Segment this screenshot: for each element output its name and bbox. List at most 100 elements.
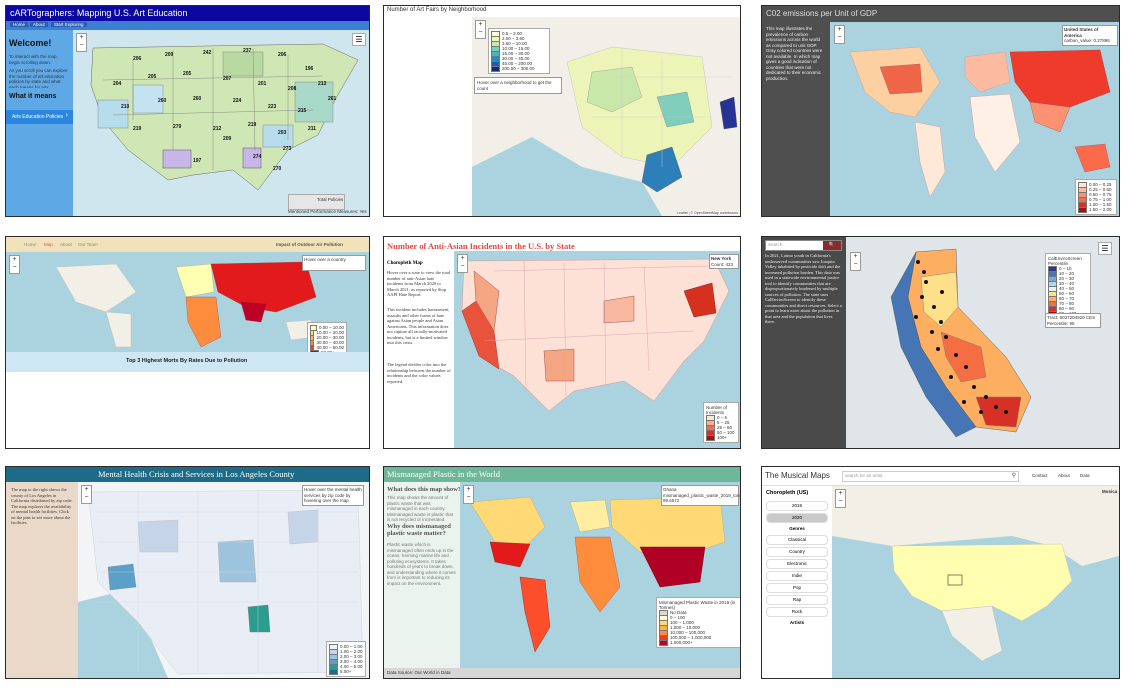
facility-marker[interactable] bbox=[994, 405, 998, 409]
thumbnail-musical-maps[interactable]: The Musical Maps search for an artist ⚲ … bbox=[761, 466, 1120, 679]
legend-label: 1,000,000+ bbox=[670, 640, 693, 645]
legend-label: 0.00 – 10.00 bbox=[318, 325, 344, 330]
tooltip-title: New York bbox=[711, 256, 732, 261]
thumbnail-mental-health-la[interactable]: Mental Health Crisis and Services in Los… bbox=[5, 466, 370, 679]
right-label: Musica bbox=[1102, 489, 1118, 494]
zoom-control[interactable]: + − bbox=[475, 20, 486, 39]
genre-option[interactable]: Indie bbox=[766, 571, 828, 581]
legend-label: 100+ bbox=[717, 435, 728, 440]
sidebar-title: Choropleth (US) bbox=[766, 490, 809, 496]
facility-marker[interactable] bbox=[972, 385, 976, 389]
nav-our-team[interactable]: Our Team bbox=[78, 242, 98, 247]
thumbnail-mismanaged-plastic[interactable]: Mismanaged Plastic in the World What doe… bbox=[383, 466, 741, 679]
page-title: cARTographers: Mapping U.S. Art Educatio… bbox=[10, 8, 188, 18]
thumbnail-air-pollution[interactable]: Home Map About Our Team Impact of Outdoo… bbox=[5, 236, 370, 449]
thumbnail-calenviroscreen[interactable]: Search 🔍 In 2021, Latino youth in Califo… bbox=[761, 236, 1120, 449]
what-it-means-heading: What it means bbox=[9, 93, 57, 100]
nav-about[interactable]: About bbox=[30, 22, 48, 27]
state-count-label: 270 bbox=[273, 166, 282, 172]
search-button[interactable]: 🔍 bbox=[823, 241, 841, 250]
genre-option[interactable]: Country bbox=[766, 547, 828, 557]
facility-marker[interactable] bbox=[920, 295, 924, 299]
zoom-control[interactable]: + − bbox=[76, 33, 87, 52]
facility-marker[interactable] bbox=[916, 260, 920, 264]
facility-marker[interactable] bbox=[939, 320, 943, 324]
facility-marker[interactable] bbox=[924, 280, 928, 284]
genre-option[interactable]: Rap bbox=[766, 595, 828, 605]
artist-search-field[interactable]: search for an artist ⚲ bbox=[842, 471, 1019, 482]
zoom-control[interactable]: + − bbox=[850, 252, 861, 271]
facility-marker[interactable] bbox=[984, 395, 988, 399]
page-title: Mismanaged Plastic in the World bbox=[387, 469, 500, 479]
us-incidents-map[interactable] bbox=[454, 251, 740, 448]
legend-label: 70 – 80 bbox=[1059, 301, 1075, 306]
zoom-control[interactable]: + − bbox=[81, 485, 92, 504]
search-input[interactable]: Search bbox=[768, 242, 783, 247]
zoom-control[interactable]: + − bbox=[834, 25, 845, 44]
facility-marker[interactable] bbox=[936, 347, 940, 351]
arts-education-policies-button[interactable]: Arts Education Policies › bbox=[6, 110, 73, 124]
zoom-control[interactable]: + − bbox=[9, 255, 20, 274]
state-count-label: 201 bbox=[258, 81, 267, 87]
legend-label: Total Policies bbox=[317, 197, 344, 202]
page-title: Number of Art Fairs by Neighborhood bbox=[387, 7, 487, 13]
thumbnail-art-fairs[interactable]: Number of Art Fairs by Neighborhood + − 0… bbox=[383, 5, 741, 217]
layers-icon[interactable]: ☰ bbox=[1098, 242, 1112, 255]
legend-label: 100 – 1,000 bbox=[670, 620, 694, 625]
zoom-control[interactable]: + − bbox=[457, 254, 468, 273]
facility-marker[interactable] bbox=[914, 315, 918, 319]
legend-label: 3.60 – 10.00 bbox=[502, 41, 528, 46]
nav-about[interactable]: About bbox=[1058, 473, 1070, 478]
legend-label: 10 – 20 bbox=[1059, 271, 1075, 276]
thumbnail-anti-asian-incidents[interactable]: Number of Anti-Asian Incidents in the U.… bbox=[383, 236, 741, 449]
tooltip-value: Count: 423 bbox=[711, 261, 734, 267]
nav-home[interactable]: Home bbox=[24, 242, 37, 247]
layers-icon[interactable]: ☰ bbox=[352, 33, 366, 46]
nav-data[interactable]: Data bbox=[1080, 473, 1090, 478]
year-option-2020[interactable]: 2020 bbox=[766, 513, 828, 523]
facility-marker[interactable] bbox=[962, 400, 966, 404]
facility-marker[interactable] bbox=[944, 335, 948, 339]
nav-map[interactable]: Map bbox=[44, 242, 53, 247]
world-co2-map[interactable] bbox=[830, 22, 1119, 216]
facility-marker[interactable] bbox=[930, 330, 934, 334]
zoom-control[interactable]: + − bbox=[835, 489, 846, 508]
facility-marker[interactable] bbox=[922, 270, 926, 274]
sidebar: Welcome! To interact with the map, begin… bbox=[6, 30, 73, 216]
genre-option[interactable]: Classical bbox=[766, 535, 828, 545]
facility-marker[interactable] bbox=[949, 375, 953, 379]
facility-marker[interactable] bbox=[1004, 410, 1008, 414]
year-option-2019[interactable]: 2019 bbox=[766, 501, 828, 511]
legend: Mismanaged Plastic Waste in 2019 (in Ton… bbox=[656, 597, 740, 648]
legend-swatch bbox=[706, 434, 715, 441]
footer-source: Data Source: Our World in Data bbox=[384, 668, 740, 678]
legend-item: 1.50 – 2.00 bbox=[1078, 206, 1114, 213]
thumbnail-co2-emissions[interactable]: C02 emissions per Unit of GDP This map i… bbox=[761, 5, 1120, 217]
nav-start-exploring[interactable]: Start Exploring bbox=[51, 22, 87, 27]
search-bar[interactable]: Search 🔍 bbox=[765, 240, 842, 251]
us-music-map[interactable] bbox=[832, 486, 1119, 678]
search-icon[interactable]: ⚲ bbox=[1011, 473, 1016, 479]
facility-marker[interactable] bbox=[964, 365, 968, 369]
legend-label: 1.00 – 2.00 bbox=[340, 649, 363, 654]
genre-option[interactable]: Rock bbox=[766, 607, 828, 617]
facility-marker[interactable] bbox=[932, 305, 936, 309]
us-policy-map[interactable]: 206 209 242 237 206 196 204 205 205 207 201 208 213 2… bbox=[73, 30, 369, 216]
nav-home[interactable]: Home bbox=[10, 22, 29, 27]
zoom-control[interactable]: + − bbox=[463, 485, 474, 504]
facility-marker[interactable] bbox=[940, 290, 944, 294]
genre-option[interactable]: Pop bbox=[766, 583, 828, 593]
legend-swatch bbox=[659, 639, 668, 646]
nav-contact[interactable]: Contact bbox=[1032, 473, 1048, 478]
world-pollution-map[interactable] bbox=[6, 252, 369, 352]
caption-text: Top 3 Highest Morts By Rates Due to Poll… bbox=[126, 358, 248, 364]
facility-marker[interactable] bbox=[954, 353, 958, 357]
question-2: Why does mismanaged plastic waste matter… bbox=[387, 523, 451, 537]
tract-tooltip: Tract: 6037204920 CES Percentile: 99 bbox=[1045, 313, 1101, 328]
genre-option[interactable]: Electronic bbox=[766, 559, 828, 569]
nav-about[interactable]: About bbox=[60, 242, 72, 247]
facility-marker[interactable] bbox=[979, 410, 983, 414]
la-county-map[interactable] bbox=[78, 482, 369, 678]
thumbnail-cartographers[interactable]: cARTographers: Mapping U.S. Art Educatio… bbox=[5, 5, 370, 217]
